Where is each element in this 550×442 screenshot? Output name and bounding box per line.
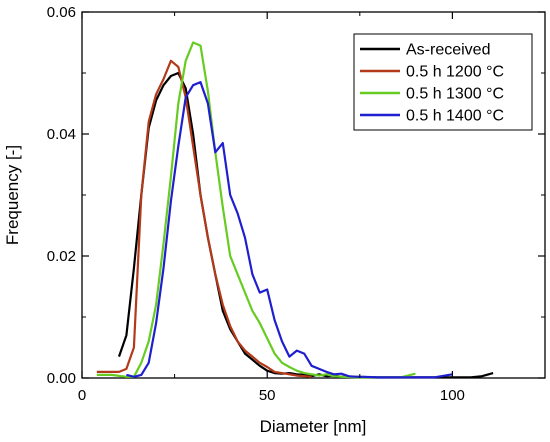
- legend: As-received 0.5 h 1200 °C 0.5 h 1300 °C 0.5…: [353, 33, 533, 131]
- x-tick-label: 50: [259, 387, 276, 404]
- legend-label: 0.5 h 1300 °C: [406, 86, 504, 103]
- x-tick-label: 0: [78, 387, 86, 404]
- y-axis-title: Frequency [-]: [3, 145, 22, 245]
- y-tick-label: 0.04: [47, 126, 76, 143]
- y-tick-label: 0.00: [47, 370, 76, 387]
- series-layer: [96, 41, 494, 379]
- y-tick-label: 0.02: [47, 248, 76, 265]
- x-axis-title: Diameter [nm]: [260, 417, 367, 436]
- series-line-4: [126, 81, 453, 379]
- legend-label: 0.5 h 1400 °C: [406, 108, 504, 125]
- ticks-layer: 0 50 100 0.00 0.02 0.04 0.06: [47, 4, 545, 404]
- series-line-2: [96, 59, 312, 378]
- legend-label: 0.5 h 1200 °C: [406, 64, 504, 81]
- x-tick-label: 100: [440, 387, 465, 404]
- legend-label: As-received: [406, 42, 490, 59]
- series-line-3: [96, 41, 416, 379]
- y-tick-label: 0.06: [47, 4, 76, 21]
